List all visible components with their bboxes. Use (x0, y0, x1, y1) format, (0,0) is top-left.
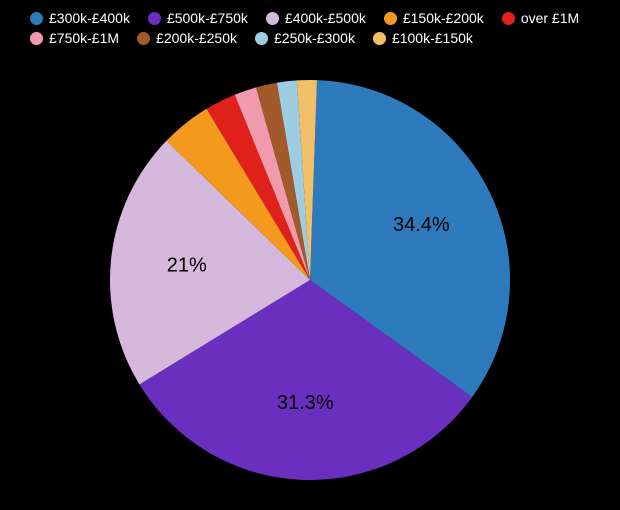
legend-dot-icon (384, 12, 397, 25)
legend-dot-icon (266, 12, 279, 25)
slice-label: 21% (167, 255, 207, 277)
slice-label: 34.4% (393, 214, 450, 236)
legend-item: £500k-£750k (148, 10, 248, 26)
slice-label: 31.3% (277, 392, 334, 414)
legend: £300k-£400k £500k-£750k £400k-£500k £150k-£… (30, 10, 590, 46)
legend-dot-icon (148, 12, 161, 25)
legend-dot-icon (373, 32, 386, 45)
legend-label: £200k-£250k (156, 30, 237, 46)
legend-item: £200k-£250k (137, 30, 237, 46)
legend-label: £500k-£750k (167, 10, 248, 26)
pie-chart: 34.4% 31.3% 21% (50, 70, 570, 490)
legend-item: £750k-£1M (30, 30, 119, 46)
legend-item: £250k-£300k (255, 30, 355, 46)
pie-svg: 34.4% 31.3% 21% (50, 70, 570, 490)
legend-dot-icon (255, 32, 268, 45)
legend-label: over £1M (521, 10, 579, 26)
legend-item: £300k-£400k (30, 10, 130, 26)
legend-item: £100k-£150k (373, 30, 473, 46)
legend-label: £150k-£200k (403, 10, 484, 26)
legend-item: £400k-£500k (266, 10, 366, 26)
legend-label: £300k-£400k (49, 10, 130, 26)
legend-dot-icon (502, 12, 515, 25)
legend-item: over £1M (502, 10, 579, 26)
legend-item: £150k-£200k (384, 10, 484, 26)
legend-dot-icon (137, 32, 150, 45)
chart-container: £300k-£400k £500k-£750k £400k-£500k £150k-£… (0, 0, 620, 510)
legend-dot-icon (30, 12, 43, 25)
legend-label: £250k-£300k (274, 30, 355, 46)
legend-dot-icon (30, 32, 43, 45)
legend-label: £750k-£1M (49, 30, 119, 46)
legend-label: £100k-£150k (392, 30, 473, 46)
legend-label: £400k-£500k (285, 10, 366, 26)
